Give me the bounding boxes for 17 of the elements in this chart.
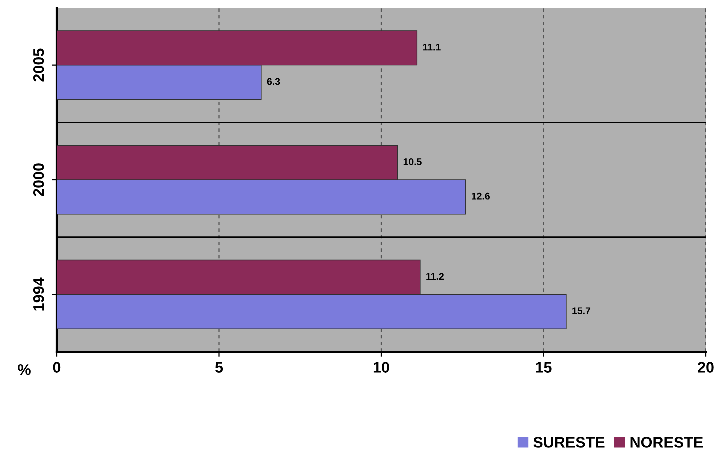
y-tick-label: 2000: [33, 164, 44, 196]
y-tick-label: 2005: [33, 48, 44, 82]
data-label: 15.7: [572, 308, 591, 314]
data-label: 6.3: [267, 78, 280, 86]
x-tick-label: 0: [53, 362, 61, 373]
data-label: 11.2: [426, 273, 444, 280]
x-axis-title: %: [18, 364, 31, 376]
x-tick-label: 10: [374, 362, 390, 373]
data-label: 10.5: [404, 158, 422, 166]
y-tick-label: 1994: [33, 278, 44, 311]
x-tick-label: 5: [215, 362, 224, 373]
data-label: 11.1: [423, 44, 441, 51]
x-tick-label: 20: [698, 362, 714, 373]
data-label: 12.6: [472, 192, 490, 200]
x-tick-label: 15: [536, 362, 552, 373]
legend-label: NORESTE: [630, 437, 704, 448]
legend-label: SURESTE: [534, 437, 605, 448]
